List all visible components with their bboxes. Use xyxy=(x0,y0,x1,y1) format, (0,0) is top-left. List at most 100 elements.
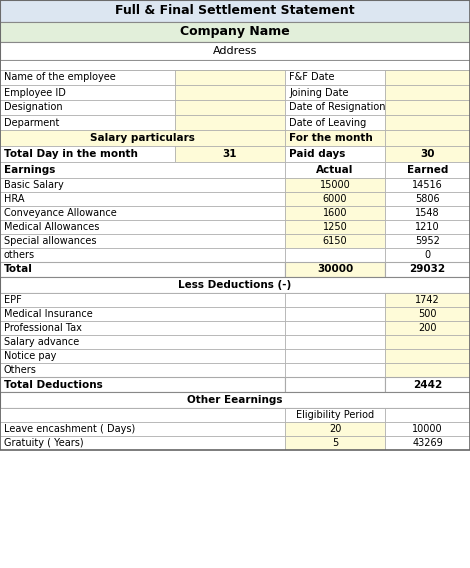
Bar xyxy=(285,349,385,363)
Bar xyxy=(385,162,470,178)
Text: 5806: 5806 xyxy=(415,194,440,204)
Bar xyxy=(285,321,385,335)
Bar xyxy=(285,115,385,130)
Text: 5: 5 xyxy=(332,438,338,448)
Bar xyxy=(385,85,470,100)
Bar xyxy=(0,85,175,100)
Bar xyxy=(0,408,285,422)
Bar xyxy=(175,100,285,115)
Text: 5952: 5952 xyxy=(415,236,440,246)
Text: Notice pay: Notice pay xyxy=(4,351,56,361)
Text: Total: Total xyxy=(4,265,33,274)
Text: 43269: 43269 xyxy=(412,438,443,448)
Bar xyxy=(285,234,385,248)
Text: Special allowances: Special allowances xyxy=(4,236,96,246)
Bar xyxy=(175,115,285,130)
Bar xyxy=(285,422,385,436)
Bar xyxy=(285,262,385,277)
Bar xyxy=(0,277,470,293)
Text: Conveyance Allowance: Conveyance Allowance xyxy=(4,208,117,218)
Text: Medical Insurance: Medical Insurance xyxy=(4,309,93,319)
Text: 200: 200 xyxy=(418,323,437,333)
Bar xyxy=(0,248,285,262)
Bar xyxy=(0,162,285,178)
Bar xyxy=(285,363,385,377)
Bar xyxy=(385,146,470,162)
Text: Designation: Designation xyxy=(4,102,63,112)
Bar xyxy=(285,192,385,206)
Bar xyxy=(285,206,385,220)
Text: Employee ID: Employee ID xyxy=(4,87,66,98)
Bar xyxy=(285,408,385,422)
Text: Medical Allowances: Medical Allowances xyxy=(4,222,99,232)
Text: Deparment: Deparment xyxy=(4,118,59,127)
Bar xyxy=(0,220,285,234)
Text: For the month: For the month xyxy=(289,133,373,143)
Text: 1250: 1250 xyxy=(322,222,347,232)
Bar xyxy=(385,115,470,130)
Bar xyxy=(385,206,470,220)
Bar xyxy=(285,130,385,146)
Bar xyxy=(0,146,175,162)
Bar xyxy=(385,70,470,85)
Bar xyxy=(385,262,470,277)
Text: Leave encashment ( Days): Leave encashment ( Days) xyxy=(4,424,135,434)
Text: 0: 0 xyxy=(424,250,431,260)
Text: Professional Tax: Professional Tax xyxy=(4,323,82,333)
Bar xyxy=(285,248,385,262)
Bar xyxy=(385,363,470,377)
Text: 30: 30 xyxy=(420,149,435,159)
Bar xyxy=(0,450,470,568)
Text: Earnings: Earnings xyxy=(4,165,55,175)
Text: F&F Date: F&F Date xyxy=(289,73,335,82)
Bar xyxy=(0,115,175,130)
Text: Total Deductions: Total Deductions xyxy=(4,379,103,390)
Text: 6000: 6000 xyxy=(323,194,347,204)
Bar xyxy=(0,363,285,377)
Bar xyxy=(385,234,470,248)
Text: Date of Leaving: Date of Leaving xyxy=(289,118,366,127)
Text: 6150: 6150 xyxy=(323,236,347,246)
Bar xyxy=(385,335,470,349)
Text: 10000: 10000 xyxy=(412,424,443,434)
Text: 15000: 15000 xyxy=(320,180,350,190)
Text: 500: 500 xyxy=(418,309,437,319)
Bar xyxy=(0,178,285,192)
Text: Actual: Actual xyxy=(316,165,354,175)
Text: Gratuity ( Years): Gratuity ( Years) xyxy=(4,438,84,448)
Text: Others: Others xyxy=(4,365,37,375)
Bar xyxy=(0,307,285,321)
Bar xyxy=(0,234,285,248)
Bar xyxy=(285,335,385,349)
Text: Eligibility Period: Eligibility Period xyxy=(296,410,374,420)
Text: Date of Resignation: Date of Resignation xyxy=(289,102,385,112)
Bar xyxy=(385,307,470,321)
Text: Company Name: Company Name xyxy=(180,26,290,39)
Text: Salary advance: Salary advance xyxy=(4,337,79,347)
Text: Total Day in the month: Total Day in the month xyxy=(4,149,138,159)
Text: Salary particulars: Salary particulars xyxy=(90,133,195,143)
Bar xyxy=(0,0,470,450)
Bar xyxy=(285,293,385,307)
Text: 14516: 14516 xyxy=(412,180,443,190)
Bar xyxy=(0,422,285,436)
Text: 1210: 1210 xyxy=(415,222,440,232)
Bar xyxy=(385,220,470,234)
Text: Joining Date: Joining Date xyxy=(289,87,348,98)
Bar xyxy=(0,377,285,392)
Bar xyxy=(0,436,285,450)
Text: Basic Salary: Basic Salary xyxy=(4,180,64,190)
Bar xyxy=(385,248,470,262)
Bar xyxy=(285,85,385,100)
Text: Paid days: Paid days xyxy=(289,149,345,159)
Text: Full & Final Settlement Statement: Full & Final Settlement Statement xyxy=(115,5,355,18)
Bar xyxy=(0,349,285,363)
Text: Address: Address xyxy=(213,46,257,56)
Bar xyxy=(385,436,470,450)
Bar xyxy=(385,422,470,436)
Text: Less Deductions (-): Less Deductions (-) xyxy=(179,280,291,290)
Text: 2442: 2442 xyxy=(413,379,442,390)
Bar xyxy=(285,70,385,85)
Bar xyxy=(0,70,175,85)
Bar xyxy=(285,162,385,178)
